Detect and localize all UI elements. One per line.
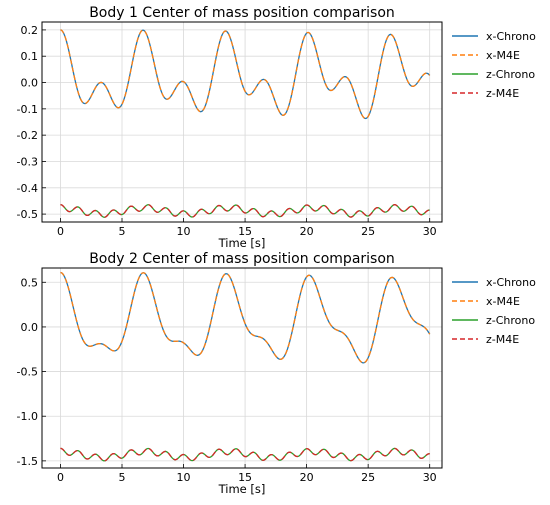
- series-line-z-m4e: [60, 203, 430, 218]
- x-tick-label: 15: [238, 225, 252, 238]
- series-line-x-m4e: [60, 29, 431, 120]
- x-tick-label: 15: [238, 471, 252, 484]
- y-tick-label: 0.1: [21, 50, 39, 63]
- chart-body-2: Body 2 Center of mass position compariso…: [17, 251, 537, 496]
- y-tick-label: -1.0: [17, 410, 38, 423]
- y-tick-label: -0.1: [17, 103, 38, 116]
- plot-frame: [41, 267, 443, 469]
- y-tick-label: -0.5: [17, 366, 38, 379]
- x-axis-label: Time [s]: [218, 482, 266, 496]
- x-axis-label: Time [s]: [218, 236, 266, 250]
- x-tick-label: 30: [423, 471, 437, 484]
- y-tick-label: 0.5: [21, 276, 39, 289]
- y-tick-label: 0.0: [21, 77, 39, 90]
- y-tick-label: -1.5: [17, 455, 38, 468]
- grid: [42, 22, 442, 222]
- legend-label: x-Chrono: [486, 276, 536, 289]
- x-tick-label: 0: [57, 471, 64, 484]
- plot-frame: [41, 21, 443, 223]
- x-tick-label: 30: [423, 225, 437, 238]
- chart-body-1: Body 1 Center of mass position compariso…: [17, 5, 537, 250]
- x-tick-label: 20: [300, 471, 314, 484]
- tick-labels: 0 5 10 15 20 25 30 -1.5 -1.0 -0.5 0.0 0.5: [17, 276, 437, 484]
- legend-label: x-Chrono: [486, 30, 536, 43]
- legend: x-Chrono x-M4E z-Chrono z-M4E: [452, 276, 536, 346]
- y-tick-label: -0.5: [17, 208, 38, 221]
- legend: x-Chrono x-M4E z-Chrono z-M4E: [452, 30, 536, 100]
- y-tick-label: -0.3: [17, 155, 38, 168]
- legend-label: z-Chrono: [486, 68, 535, 81]
- x-tick-label: 20: [300, 225, 314, 238]
- y-tick-label: -0.2: [17, 129, 38, 142]
- tick-labels: 0 5 10 15 20 25 30 -0.5 -0.4 -0.3 -0.2 -0.1 0.0 0.1 0.…: [17, 24, 437, 238]
- legend-label: x-M4E: [486, 295, 520, 308]
- chart-title: Body 1 Center of mass position compariso…: [89, 5, 395, 21]
- series-line-z-m4e: [60, 447, 430, 462]
- y-tick-label: 0.0: [21, 321, 39, 334]
- series-layer: [60, 29, 431, 218]
- x-tick-label: 25: [361, 225, 375, 238]
- legend-label: z-Chrono: [486, 314, 535, 327]
- x-tick-label: 5: [119, 225, 126, 238]
- grid: [42, 268, 442, 468]
- chart-title: Body 2 Center of mass position compariso…: [89, 251, 395, 267]
- legend-label: z-M4E: [486, 333, 519, 346]
- series-layer: [60, 271, 431, 462]
- x-tick-label: 10: [177, 225, 191, 238]
- y-tick-label: -0.4: [17, 182, 38, 195]
- series-line-x-m4e: [60, 271, 431, 364]
- legend-label: z-M4E: [486, 87, 519, 100]
- x-tick-label: 25: [361, 471, 375, 484]
- x-tick-label: 10: [177, 471, 191, 484]
- x-tick-label: 5: [119, 471, 126, 484]
- y-tick-label: 0.2: [21, 24, 39, 37]
- x-tick-label: 0: [57, 225, 64, 238]
- legend-label: x-M4E: [486, 49, 520, 62]
